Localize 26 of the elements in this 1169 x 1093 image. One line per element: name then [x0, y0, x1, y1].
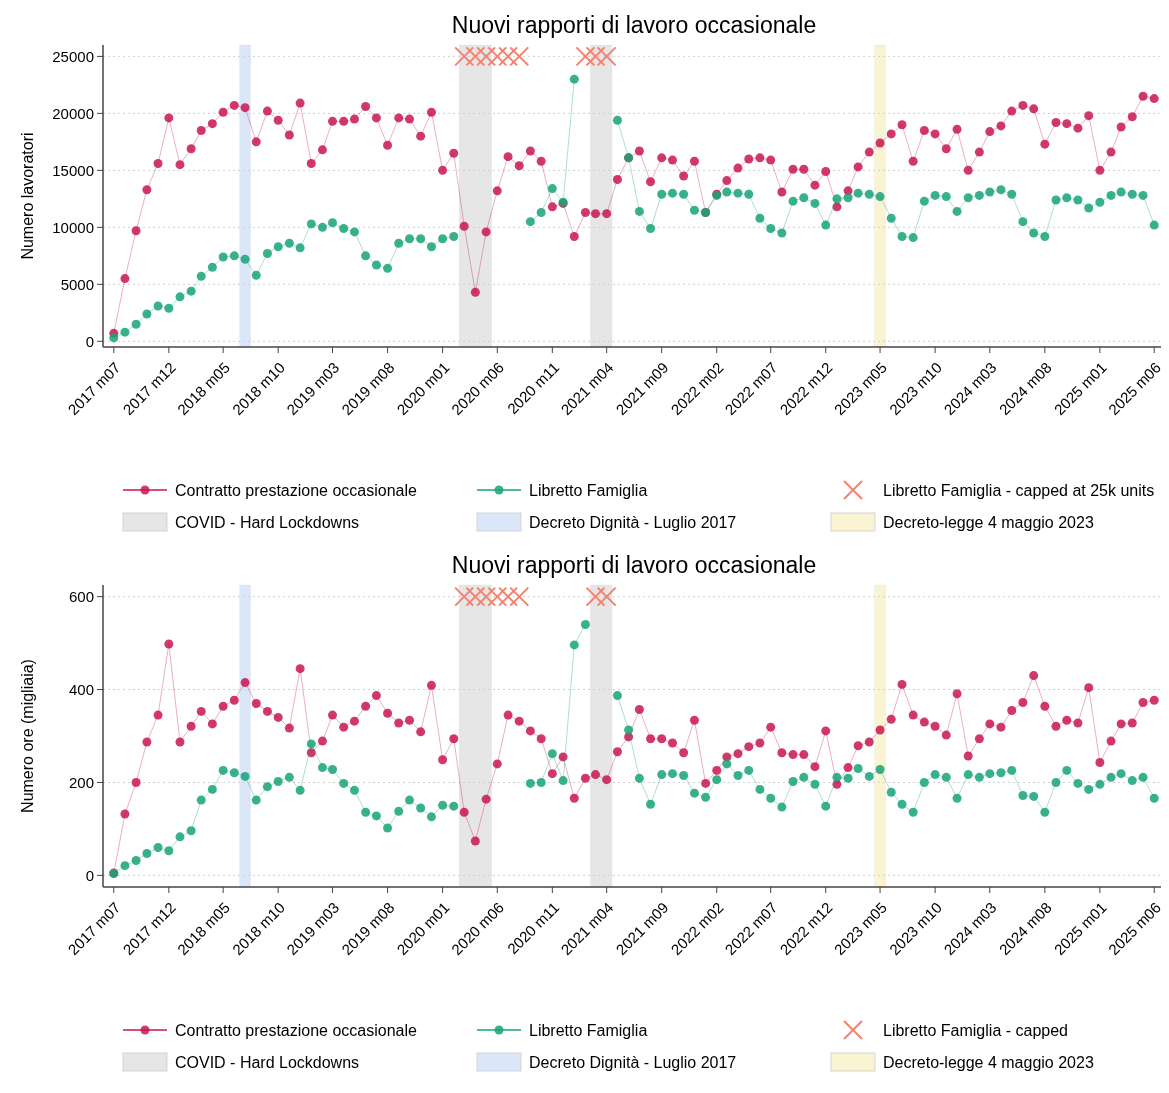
legend-label: Contratto prestazione occasionale: [175, 1021, 418, 1039]
y-tick-label: 5000: [60, 275, 94, 293]
y-axis-title: Numero ore (migliaia): [19, 659, 36, 813]
legend-label: COVID - Hard Lockdowns: [175, 513, 360, 531]
y-axis-title: Numero lavoratori: [19, 132, 36, 260]
y-tick-label: 200: [68, 773, 94, 791]
legend-label: Libretto Famiglia - capped: [883, 1021, 1068, 1039]
legend-label: Decreto-legge 4 maggio 2023: [883, 513, 1094, 531]
legend-label: COVID - Hard Lockdowns: [175, 1053, 360, 1071]
legend-label: Decreto-legge 4 maggio 2023: [883, 1053, 1094, 1071]
y-tick-label: 0: [85, 332, 94, 350]
chart-title: Nuovi rapporti di lavoro occasionale: [451, 12, 817, 38]
y-tick-label: 10000: [52, 218, 94, 236]
legend-label: Contratto prestazione occasionale: [175, 481, 418, 499]
y-tick-label: 20000: [52, 104, 94, 122]
y-tick-label: 0: [85, 866, 94, 884]
legend-label: Decreto Dignità - Luglio 2017: [529, 1053, 737, 1071]
legend-label: Libretto Famiglia: [529, 1021, 648, 1039]
legend-label: Libretto Famiglia - capped at 25k units: [883, 481, 1155, 499]
chart-title: Nuovi rapporti di lavoro occasionale: [451, 552, 817, 578]
y-tick-label: 600: [68, 587, 94, 605]
y-tick-label: 400: [68, 680, 94, 698]
legend-label: Decreto Dignità - Luglio 2017: [529, 513, 737, 531]
y-tick-label: 15000: [52, 161, 94, 179]
y-tick-label: 25000: [52, 47, 94, 65]
legend-label: Libretto Famiglia: [529, 481, 648, 499]
